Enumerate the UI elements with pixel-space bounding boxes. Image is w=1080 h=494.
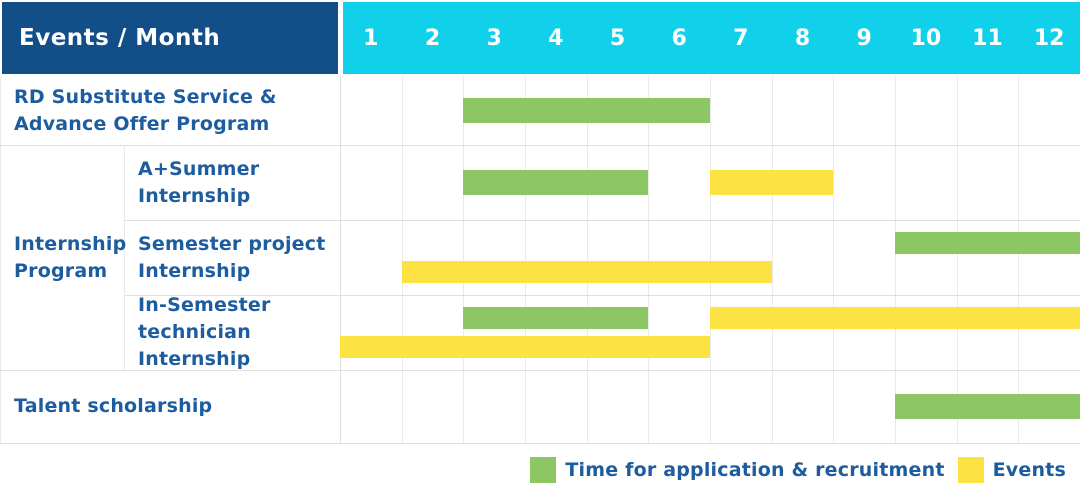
- gantt-row-label-line: A+Summer: [138, 157, 260, 180]
- month-label: 7: [733, 25, 749, 51]
- gantt-bar-green: [463, 307, 649, 329]
- gantt-row-label-line: Semester project: [138, 232, 326, 255]
- grid-line-vertical: [587, 76, 588, 443]
- month-label: 12: [1033, 25, 1065, 51]
- grid-line-horizontal: [0, 370, 1080, 371]
- gantt-row-label-line: technician Internship: [138, 321, 251, 370]
- legend-label: Events: [992, 459, 1066, 481]
- grid-line-vertical: [402, 76, 403, 443]
- gantt-row-label-line: Advance Offer Program: [14, 112, 270, 135]
- gantt-row-label-line: Talent scholarship: [14, 395, 213, 417]
- gantt-bar-yellow: [710, 307, 1080, 329]
- legend-swatch-yellow: [957, 457, 984, 483]
- row-group-label-line: Program: [14, 259, 108, 282]
- grid-line-vertical: [1018, 76, 1019, 443]
- row-group-label-line: Internship: [14, 232, 127, 255]
- table-left-border: [0, 76, 1, 443]
- grid-line-vertical: [833, 76, 834, 443]
- table-header-events-month: Events / Month: [2, 2, 338, 74]
- month-label: 6: [671, 25, 687, 51]
- gantt-row-label-line: Internship: [138, 259, 251, 282]
- table-bottom-border: [0, 443, 1080, 444]
- gantt-row-label: A+Summer Internship: [124, 145, 340, 220]
- legend-item: Events: [957, 457, 1066, 483]
- month-label: 1: [363, 25, 379, 51]
- grid-line-horizontal: [0, 145, 1080, 146]
- gantt-bar-green: [895, 394, 1080, 419]
- month-label: 5: [609, 25, 626, 51]
- legend-label: Time for application & recruitment: [565, 459, 945, 481]
- gantt-row-label: In-Semester technician Internship: [124, 294, 340, 370]
- gantt-bar-yellow: [340, 336, 710, 358]
- month-label: 4: [548, 25, 564, 51]
- gantt-row-label-line: Internship: [138, 184, 251, 207]
- gantt-row-label: Semester project Internship: [124, 220, 340, 295]
- group-column-divider: [124, 145, 125, 370]
- month-label: 9: [856, 25, 872, 51]
- gantt-bar-yellow: [710, 170, 834, 195]
- gantt-bar-green: [895, 232, 1080, 254]
- chart-legend: Time for application & recruitment Events: [530, 452, 1066, 488]
- legend-item: Time for application & recruitment: [530, 457, 944, 483]
- gantt-row-label: Talent scholarship: [0, 370, 340, 443]
- gantt-bar-green: [463, 98, 710, 123]
- month-label: 10: [910, 25, 942, 51]
- grid-line-vertical: [710, 76, 711, 443]
- grid-line-vertical: [463, 76, 464, 443]
- grid-line-horizontal: [124, 295, 1080, 296]
- grid-line-vertical: [772, 76, 773, 443]
- month-label: 8: [794, 25, 811, 51]
- label-months-divider: [340, 76, 341, 443]
- gantt-bar-green: [463, 170, 649, 195]
- gantt-row-label: RD Substitute Service & Advance Offer Pro…: [0, 76, 340, 145]
- gantt-bar-yellow: [401, 261, 772, 283]
- row-group-label: Internship Program: [0, 145, 127, 370]
- month-header-band: [343, 2, 1080, 74]
- legend-swatch-green: [530, 457, 557, 483]
- gantt-row-label-line: In-Semester: [138, 294, 271, 316]
- month-label: 11: [972, 25, 1003, 51]
- grid-line-vertical: [957, 76, 958, 443]
- grid-line-vertical: [648, 76, 649, 443]
- gantt-row-label-line: RD Substitute Service &: [14, 85, 277, 108]
- month-label: 2: [424, 25, 441, 51]
- grid-line-vertical: [525, 76, 526, 443]
- grid-line-vertical: [895, 76, 896, 443]
- month-label: 3: [486, 25, 502, 51]
- grid-line-horizontal: [124, 220, 1080, 221]
